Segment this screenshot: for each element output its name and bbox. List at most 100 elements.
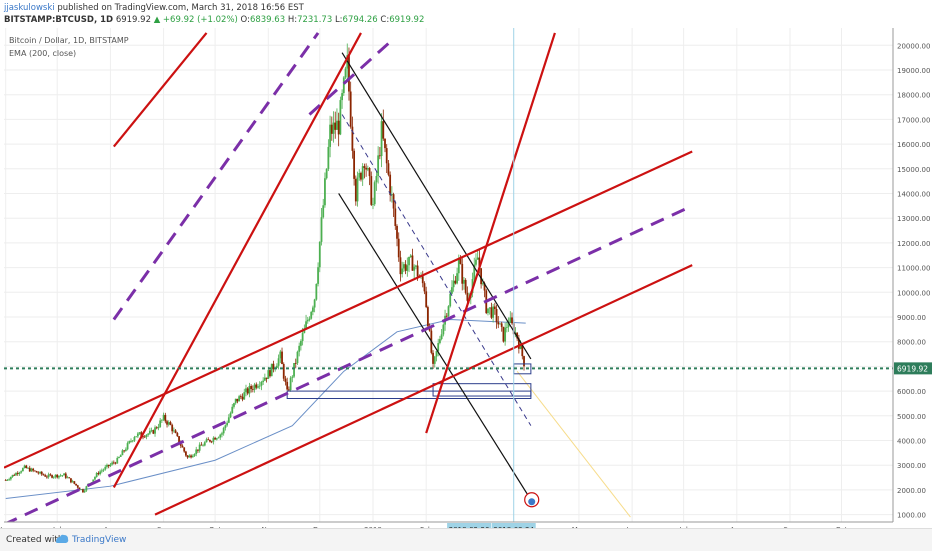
candle-body bbox=[318, 241, 321, 268]
candle bbox=[437, 338, 440, 357]
candle-body bbox=[408, 256, 410, 266]
candle bbox=[229, 411, 232, 419]
candle bbox=[54, 474, 57, 479]
y-tick-label: 9000.00 bbox=[897, 314, 926, 322]
candle bbox=[414, 264, 417, 270]
candle-body bbox=[217, 437, 220, 439]
candle bbox=[250, 384, 253, 393]
candle bbox=[27, 467, 29, 469]
legend-indicator: EMA (200, close) bbox=[9, 49, 77, 58]
close-value: 6919.92 bbox=[389, 15, 425, 25]
candle bbox=[432, 350, 434, 370]
candle-body bbox=[329, 124, 331, 147]
candle bbox=[75, 483, 77, 486]
candle-body bbox=[35, 471, 38, 473]
candle bbox=[155, 426, 158, 430]
candle bbox=[23, 464, 26, 469]
candle-body bbox=[449, 293, 452, 307]
candle bbox=[215, 437, 218, 441]
candle-body bbox=[349, 91, 352, 127]
candle-body bbox=[502, 326, 505, 342]
red-trend-line bbox=[4, 150, 693, 469]
y-tick-label: 19000.00 bbox=[897, 67, 930, 75]
candle bbox=[284, 375, 287, 386]
candle-body bbox=[197, 449, 199, 451]
candle-body bbox=[150, 430, 153, 432]
candle-body bbox=[339, 100, 342, 135]
candle bbox=[423, 281, 426, 295]
candle bbox=[126, 441, 129, 451]
candle-body bbox=[46, 476, 48, 478]
candle bbox=[203, 441, 206, 447]
tradingview-brand[interactable]: TradingView bbox=[72, 535, 127, 545]
candle-body bbox=[432, 352, 434, 364]
candle bbox=[95, 472, 98, 478]
candle bbox=[353, 148, 356, 186]
candle bbox=[409, 253, 412, 258]
candle bbox=[322, 198, 325, 219]
candle-body bbox=[13, 474, 16, 476]
candle bbox=[475, 253, 477, 267]
candle bbox=[191, 454, 194, 458]
candle-body bbox=[294, 362, 297, 364]
candle-body bbox=[70, 478, 72, 483]
candle bbox=[6, 479, 9, 481]
candle-body bbox=[245, 388, 247, 393]
candle-body bbox=[464, 279, 467, 293]
x-tick-label: Oct bbox=[835, 526, 847, 528]
candle bbox=[372, 197, 374, 210]
candle-body bbox=[517, 338, 520, 349]
x-tick-label: Feb bbox=[420, 526, 433, 528]
candle bbox=[102, 468, 105, 472]
author-link[interactable]: jjaskulowski bbox=[4, 3, 55, 13]
low-value: 6794.26 bbox=[342, 15, 378, 25]
y-tick-label: 5000.00 bbox=[897, 413, 926, 421]
red-trend-line bbox=[112, 32, 362, 488]
news-badge-icon bbox=[524, 492, 540, 508]
candle-body bbox=[509, 317, 512, 323]
candle-body bbox=[353, 150, 356, 179]
candle-body bbox=[286, 381, 289, 390]
candle-body bbox=[277, 358, 280, 366]
candle-body bbox=[483, 283, 486, 291]
candle-body bbox=[456, 273, 458, 284]
candle bbox=[193, 453, 196, 457]
candle-body bbox=[358, 172, 361, 178]
candle-body bbox=[207, 439, 210, 441]
candle-body bbox=[251, 388, 254, 390]
y-axis-labels: 1000.00 2000.00 3000.00 4000.00 5000.00 6000.… bbox=[897, 42, 930, 519]
candle-body bbox=[37, 472, 40, 474]
candle bbox=[377, 146, 380, 184]
candle-body bbox=[377, 155, 380, 176]
candle bbox=[312, 305, 314, 316]
candle bbox=[150, 427, 153, 433]
candle bbox=[329, 115, 331, 158]
candle bbox=[136, 432, 139, 439]
x-tick-label: Jul bbox=[52, 526, 62, 528]
candle bbox=[174, 429, 177, 434]
candle bbox=[25, 464, 28, 469]
candle bbox=[373, 180, 376, 207]
candle-body bbox=[258, 385, 261, 387]
candle-body bbox=[344, 68, 347, 78]
candle bbox=[260, 380, 263, 391]
price-chart[interactable]: 1000.00 2000.00 3000.00 4000.00 5000.00 6000.… bbox=[0, 28, 932, 528]
candle bbox=[128, 440, 131, 445]
candle bbox=[198, 442, 201, 453]
candle bbox=[511, 312, 513, 325]
candle-body bbox=[238, 396, 241, 402]
candle bbox=[360, 171, 362, 182]
candle-body bbox=[385, 148, 388, 164]
candle bbox=[106, 463, 108, 469]
candle-body bbox=[427, 307, 429, 327]
candle-body bbox=[59, 475, 62, 477]
candle-body bbox=[317, 267, 319, 284]
candle-body bbox=[435, 351, 438, 357]
candle-body bbox=[452, 280, 455, 288]
candle bbox=[37, 471, 40, 475]
candle-body bbox=[155, 427, 158, 429]
y-tick-label: 10000.00 bbox=[897, 289, 930, 297]
y-tick-label: 2000.00 bbox=[897, 487, 926, 495]
candle bbox=[392, 192, 395, 218]
candles bbox=[4, 43, 525, 493]
